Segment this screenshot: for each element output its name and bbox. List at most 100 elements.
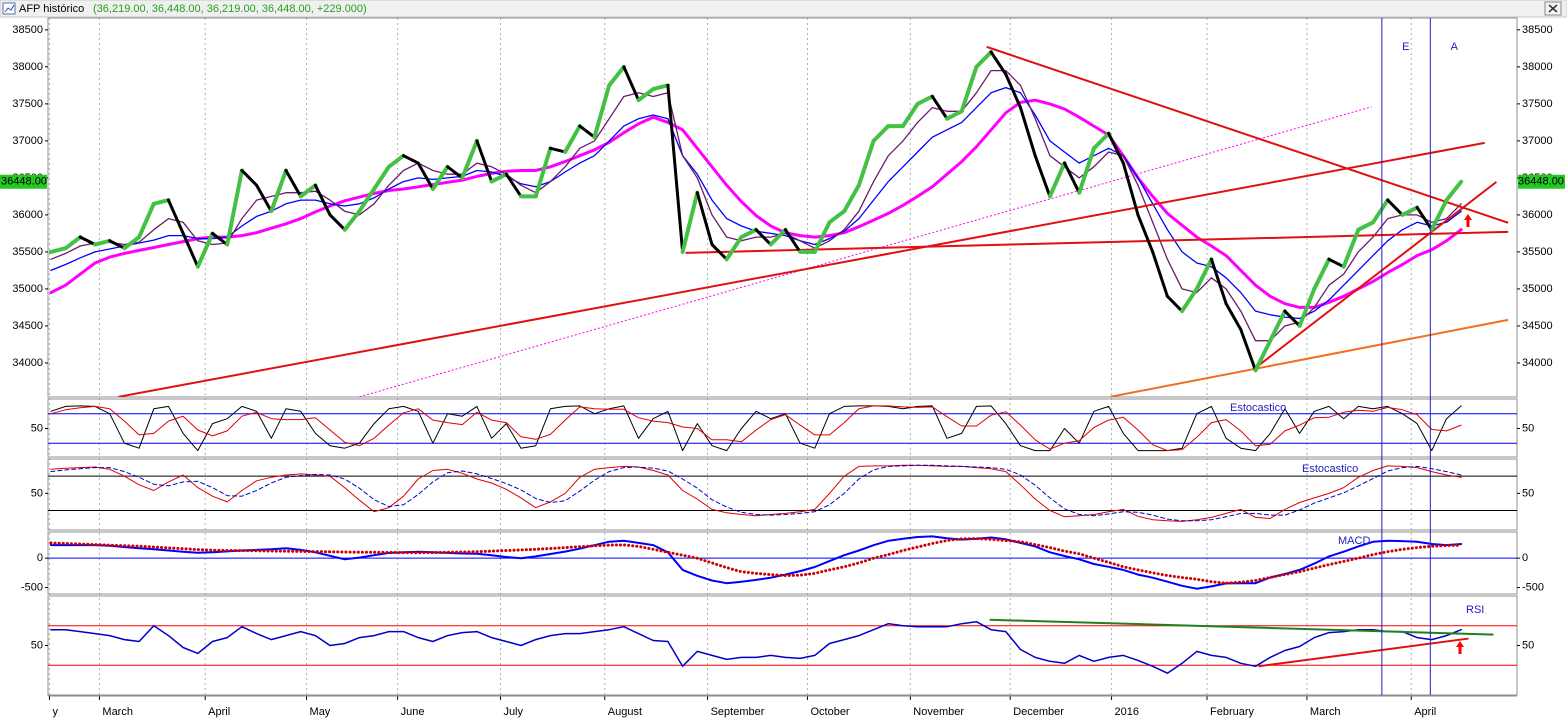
panel-label: RSI (1466, 604, 1484, 616)
panel-frame (47, 17, 1518, 398)
price-segment (151, 198, 171, 206)
y-tick-label: 0 (37, 552, 43, 564)
price-segment (401, 154, 420, 165)
y-tick-label: 37000 (12, 135, 43, 147)
price-segment (225, 168, 244, 247)
panel (48, 405, 1517, 452)
price-segment (328, 213, 347, 232)
window-icon-glyph (4, 4, 15, 13)
price-segment (533, 146, 553, 199)
price-segment (1239, 328, 1258, 372)
price-segment (181, 231, 200, 269)
price-segment (489, 172, 509, 184)
price-segment (724, 235, 744, 262)
y-tick-label: 50 (31, 422, 43, 434)
price-segment (1151, 250, 1169, 298)
price-segment (78, 235, 97, 247)
price-segment (710, 243, 729, 261)
price-segment (1253, 338, 1273, 373)
y-tick-label: 0 (1522, 552, 1528, 564)
y-tick-label: 35500 (12, 246, 43, 258)
y-tick-label: 50 (31, 487, 43, 499)
y-tick-label: 37500 (1522, 98, 1553, 110)
x-tick-label: June (401, 706, 425, 718)
price-segment (945, 109, 964, 121)
signal-arrow (1456, 641, 1464, 654)
price-segment (1341, 227, 1361, 269)
price-segment (1415, 206, 1434, 232)
signal-arrow (1464, 214, 1472, 227)
series-line (49, 98, 1463, 309)
price-segment (240, 168, 259, 187)
series-line (50, 405, 1462, 452)
x-tick-label: May (310, 706, 331, 718)
close-button[interactable] (1544, 1, 1562, 16)
event-label: A (1451, 41, 1459, 53)
price-segment (313, 183, 332, 217)
x-tick-label: July (503, 706, 523, 718)
price-segment (93, 238, 112, 247)
y-tick-label: 38500 (1522, 24, 1553, 36)
series-line (50, 620, 1462, 674)
x-tick-label: April (208, 706, 230, 718)
x-tick-label: February (1210, 706, 1255, 718)
price-segment (416, 161, 435, 191)
window-quote: (36,219.00, 36,448.00, 36,219.00, 36,448… (93, 3, 367, 15)
price-segment (680, 190, 700, 254)
y-tick-label: 34500 (12, 320, 43, 332)
series-line (50, 405, 1462, 452)
price-segment (475, 139, 494, 184)
y-tick-label: 38000 (1522, 61, 1553, 73)
price-segment (1444, 179, 1464, 203)
price-segment (357, 186, 377, 214)
price-segment (930, 94, 949, 121)
price-segment (989, 50, 1008, 76)
x-tick-label: November (913, 706, 964, 718)
price-segment (211, 231, 229, 247)
y-tick-label: 34500 (1522, 320, 1553, 332)
y-tick-label: 34000 (12, 357, 43, 369)
x-tick-label: March (102, 706, 133, 718)
price-segment (255, 183, 273, 213)
trend-line (986, 45, 1509, 224)
x-tick-label: March (1310, 706, 1341, 718)
trend-line (359, 106, 1372, 397)
price-segment (1297, 286, 1317, 328)
price-segment (959, 64, 979, 114)
price-segment (666, 83, 685, 254)
y-tick-label: 37000 (1522, 135, 1553, 147)
trend-line (1254, 181, 1498, 369)
price-segment (460, 138, 479, 180)
close-glyph[interactable] (1548, 4, 1558, 13)
last-price-box (1518, 174, 1565, 189)
price-segment (1194, 257, 1214, 291)
x-tick-label: y (52, 706, 58, 718)
x-tick-label: December (1013, 706, 1064, 718)
x-tick-label: September (711, 706, 765, 718)
panel (48, 618, 1517, 674)
y-tick-label: 50 (1522, 422, 1534, 434)
price-segment (1356, 220, 1376, 232)
price-segment (1224, 302, 1243, 332)
price-segment (1077, 146, 1096, 195)
price-segment (548, 146, 567, 154)
price-segment (372, 164, 391, 191)
price-segment (1121, 161, 1140, 217)
panel-frame (47, 531, 1518, 595)
price-segment (298, 183, 318, 199)
price-segment (1283, 309, 1302, 328)
y-tick-label: 50 (31, 639, 43, 651)
y-tick-label: 35000 (1522, 283, 1553, 295)
price-segment (1180, 286, 1199, 314)
y-tick-label: 36000 (1522, 209, 1553, 221)
price-segment (1033, 154, 1052, 198)
price-segment (1386, 198, 1404, 217)
price-segment (1018, 106, 1037, 158)
y-tick-label: 34000 (1522, 357, 1553, 369)
price-segment (900, 101, 920, 129)
x-tick-label: 2016 (1115, 706, 1139, 718)
price-segment (856, 138, 876, 188)
y-tick-label: -500 (1522, 581, 1544, 593)
